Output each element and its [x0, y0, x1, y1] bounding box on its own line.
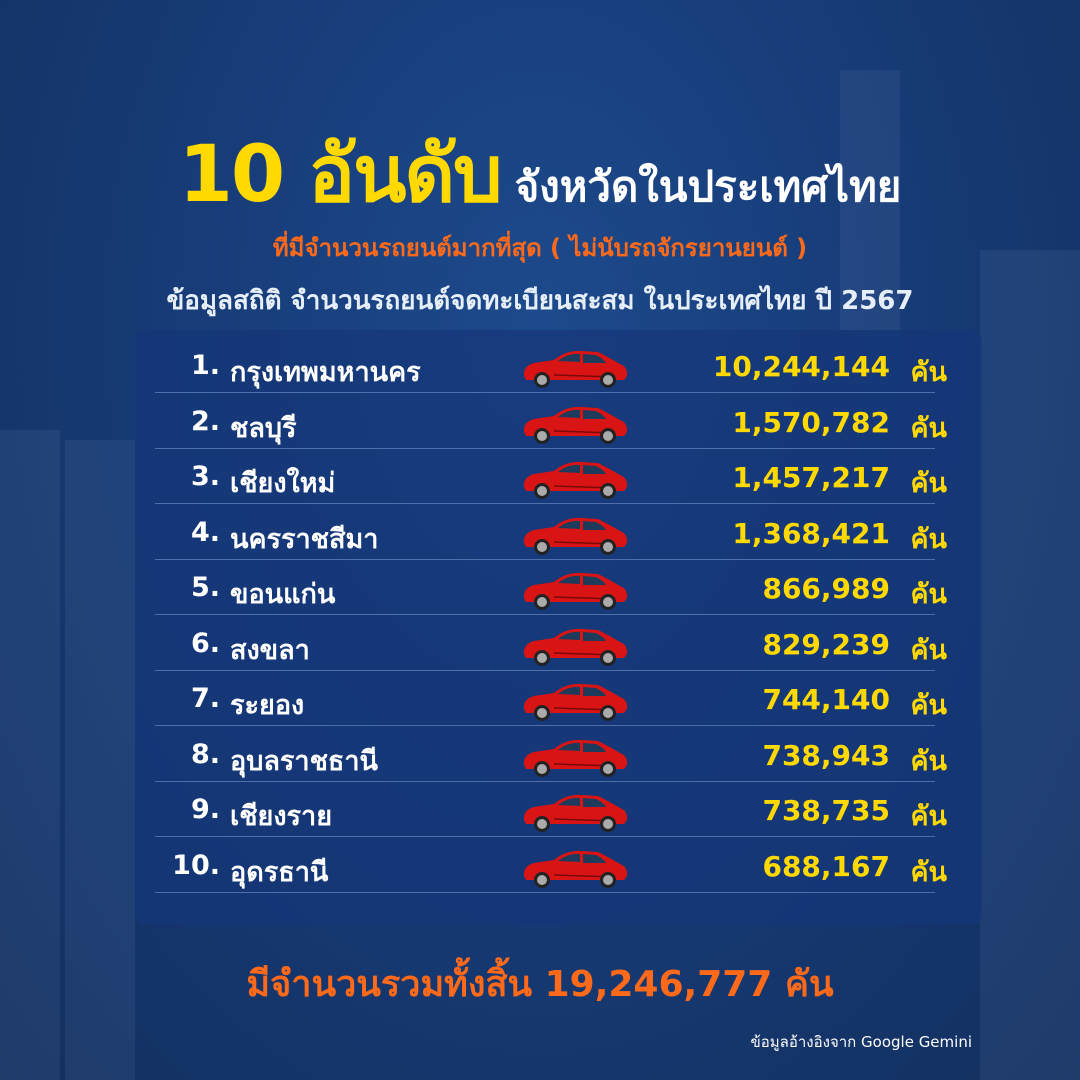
car-count: 738,943	[762, 738, 890, 772]
table-row: 3. เชียงใหม่ 1,457,217 คัน	[155, 449, 947, 504]
table-row: 7. ระยอง 744,140 คัน	[155, 671, 947, 726]
red-car-icon	[520, 846, 630, 890]
province-name: อุบลราชธานี	[230, 745, 378, 777]
rank-number: 6.	[190, 627, 220, 659]
unit-label: คัน	[910, 745, 947, 777]
unit-label: คัน	[910, 690, 947, 721]
car-count: 688,167	[762, 849, 890, 883]
car-count: 1,457,217	[732, 461, 890, 494]
table-row: 5. ขอนแก่น 866,989 คัน	[155, 560, 947, 615]
unit-label: คัน	[910, 856, 947, 888]
unit-label: คัน	[910, 468, 947, 499]
table-row: 2. ชลบุรี 1,570,782 คัน	[155, 394, 947, 449]
page-title: 10 อันดับ จังหวัดในประเทศไทย	[0, 112, 1080, 236]
description: ข้อมูลสถิติ จำนวนรถยนต์จดทะเบียนสะสม ในป…	[166, 286, 914, 316]
rank-number: 7.	[190, 683, 220, 714]
red-car-icon	[520, 679, 630, 723]
unit-label: คัน	[910, 801, 947, 832]
total-count: มีจำนวนรวมทั้งสิ้น 19,246,777 คัน	[246, 964, 834, 1005]
car-count: 738,735	[762, 794, 890, 827]
unit-label: คัน	[910, 412, 947, 444]
table-row: 10. อุดรธานี 688,167 คัน	[155, 838, 947, 893]
province-name: ขอนแก่น	[230, 579, 336, 610]
rank-number: 8.	[190, 738, 220, 770]
red-car-icon	[520, 568, 630, 612]
red-car-icon	[520, 624, 630, 668]
source-note: ข้อมูลอ้างอิงจาก Google Gemini	[750, 1033, 972, 1051]
ranking-panel: 1. กรุงเทพมหานคร 10,244,144 คัน 2. ชลบุรี…	[135, 330, 982, 925]
red-car-icon	[520, 346, 630, 390]
rank-number: 5.	[190, 572, 220, 603]
red-car-icon	[520, 457, 630, 501]
background-building	[65, 440, 135, 1080]
car-count: 866,989	[762, 572, 890, 605]
table-row: 8. อุบลราชธานี 738,943 คัน	[155, 727, 947, 782]
background-building	[980, 250, 1080, 1080]
car-count: 744,140	[762, 683, 890, 716]
car-count: 1,368,421	[732, 516, 890, 550]
table-row: 1. กรุงเทพมหานคร 10,244,144 คัน	[155, 338, 947, 393]
subtitle: ที่มีจำนวนรถยนต์มากที่สุด ( ไม่นับรถจักร…	[272, 234, 808, 262]
rank-number: 9.	[190, 794, 220, 825]
province-name: สงขลา	[230, 634, 310, 666]
province-name: ระยอง	[230, 690, 305, 721]
car-count: 1,570,782	[732, 405, 890, 439]
car-count: 829,239	[762, 627, 890, 661]
rank-number: 3.	[190, 461, 220, 492]
title-highlight: 10 อันดับ	[178, 130, 503, 220]
table-row: 4. นครราชสีมา 1,368,421 คัน	[155, 505, 947, 560]
red-car-icon	[520, 790, 630, 834]
unit-label: คัน	[910, 579, 947, 610]
unit-label: คัน	[910, 523, 947, 555]
province-name: อุดรธานี	[230, 856, 329, 888]
province-name: เชียงใหม่	[230, 468, 336, 499]
rank-number: 10.	[172, 849, 220, 881]
province-name: กรุงเทพมหานคร	[230, 357, 421, 388]
province-name: นครราชสีมา	[230, 523, 379, 555]
red-car-icon	[520, 402, 630, 446]
province-name: เชียงราย	[230, 801, 333, 832]
province-name: ชลบุรี	[230, 412, 297, 444]
red-car-icon	[520, 513, 630, 557]
unit-label: คัน	[910, 357, 947, 388]
red-car-icon	[520, 735, 630, 779]
rank-number: 2.	[190, 405, 220, 437]
background-building	[840, 70, 900, 330]
table-row: 9. เชียงราย 738,735 คัน	[155, 782, 947, 837]
rank-number: 4.	[190, 516, 220, 548]
unit-label: คัน	[910, 634, 947, 666]
title-rest: จังหวัดในประเทศไทย	[514, 162, 902, 211]
background-building	[0, 430, 60, 1080]
car-count: 10,244,144	[712, 350, 890, 383]
rank-number: 1.	[190, 350, 220, 381]
table-row: 6. สงขลา 829,239 คัน	[155, 616, 947, 671]
